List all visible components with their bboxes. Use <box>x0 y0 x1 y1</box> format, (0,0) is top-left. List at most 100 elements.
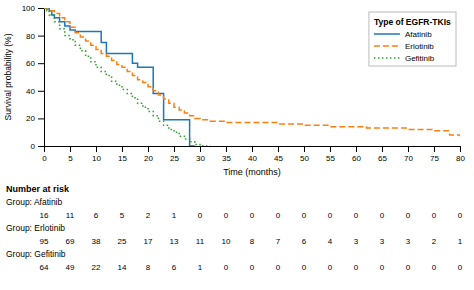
x-tick: 10 <box>92 146 101 163</box>
legend-label: Afatinib <box>405 30 432 39</box>
risk-number: 0 <box>224 211 229 220</box>
risk-number: 2 <box>432 237 437 246</box>
x-tick-label: 15 <box>118 154 127 163</box>
lines <box>44 8 460 146</box>
y-axis-line <box>38 9 45 147</box>
risk-number: 0 <box>380 263 385 272</box>
chart: 0510152025303540455055606570758002040608… <box>0 0 474 290</box>
y-tick-label: 0 <box>31 142 36 151</box>
y-tick-mark <box>38 36 44 37</box>
x-tick: 80 <box>456 146 465 163</box>
y-tick: 20 <box>26 114 44 123</box>
survival-line <box>44 8 210 146</box>
risk-number: 38 <box>92 237 101 246</box>
risk-number: 17 <box>144 237 153 246</box>
risk-number: 16 <box>40 211 49 220</box>
y-axis-title: Survival probability (%) <box>3 33 13 120</box>
y-tick: 100 <box>22 4 44 13</box>
x-tick-mark <box>226 146 227 152</box>
risk-number: 0 <box>302 263 307 272</box>
y-tick-mark <box>38 8 44 9</box>
risk-number: 3 <box>380 237 385 246</box>
risk-number: 8 <box>250 237 255 246</box>
risk-number: 1 <box>172 211 177 220</box>
risk-number: 0 <box>354 211 359 220</box>
risk-number: 0 <box>276 263 281 272</box>
x-tick: 35 <box>222 146 231 163</box>
x-tick: 25 <box>170 146 179 163</box>
risk-number: 3 <box>354 237 359 246</box>
risk-number: 22 <box>92 263 101 272</box>
x-tick-label: 75 <box>430 154 439 163</box>
x-tick-label: 35 <box>222 154 231 163</box>
x-tick-label: 60 <box>352 154 361 163</box>
x-tick-mark <box>304 146 305 152</box>
x-tick-mark <box>330 146 331 152</box>
risk-number: 0 <box>406 263 411 272</box>
risk-number: 0 <box>302 211 307 220</box>
risk-number: 95 <box>40 237 49 246</box>
x-tick-label: 65 <box>378 154 387 163</box>
risk-number: 69 <box>66 237 75 246</box>
risk-number: 4 <box>328 237 333 246</box>
risk-number: 6 <box>172 263 177 272</box>
x-tick: 50 <box>300 146 309 163</box>
risk-number: 0 <box>380 211 385 220</box>
legend-label: Gefitinib <box>405 54 435 63</box>
x-tick: 40 <box>248 146 257 163</box>
risk-number: 0 <box>432 263 437 272</box>
y-tick: 40 <box>26 87 44 96</box>
x-tick-mark <box>356 146 357 152</box>
x-tick-mark <box>382 146 383 152</box>
x-tick-mark <box>278 146 279 152</box>
x-axis-line <box>45 147 461 153</box>
legend: Type of EGFR-TKIs Afatinib Erlotinib Gefiti… <box>369 12 456 66</box>
y-tick-label: 20 <box>26 114 35 123</box>
x-tick-mark <box>122 146 123 152</box>
risk-number: 0 <box>328 211 333 220</box>
y-tick-mark <box>38 63 44 64</box>
risk-number: 0 <box>458 263 463 272</box>
y-tick-label: 60 <box>26 59 35 68</box>
legend-title: Type of EGFR-TKIs <box>374 17 451 27</box>
table-row-label: Group: Afatinib <box>6 197 63 207</box>
x-tick-mark <box>460 146 461 152</box>
x-tick-label: 30 <box>196 154 205 163</box>
x-tick: 60 <box>352 146 361 163</box>
x-tick-mark <box>70 146 71 152</box>
risk-number: 6 <box>302 237 307 246</box>
x-tick-mark <box>408 146 409 152</box>
risk-number: 0 <box>250 211 255 220</box>
risk-number: 1 <box>198 263 203 272</box>
x-tick-label: 25 <box>170 154 179 163</box>
risk-number: 25 <box>118 237 127 246</box>
risk-number: 0 <box>224 263 229 272</box>
x-tick: 75 <box>430 146 439 163</box>
x-tick-mark <box>96 146 97 152</box>
x-tick-label: 0 <box>42 154 47 163</box>
x-tick-label: 55 <box>326 154 335 163</box>
x-tick-mark <box>148 146 149 152</box>
x-tick: 70 <box>404 146 413 163</box>
legend-label: Erlotinib <box>405 42 434 51</box>
y-tick-mark <box>38 91 44 92</box>
x-tick: 0 <box>42 146 47 163</box>
risk-number: 10 <box>222 237 231 246</box>
y-tick-mark <box>38 146 44 147</box>
risk-number: 11 <box>196 237 205 246</box>
table-row-label: Group: Erlotinib <box>6 223 65 233</box>
x-tick: 20 <box>144 146 153 163</box>
risk-number: 0 <box>406 211 411 220</box>
risk-number: 0 <box>250 263 255 272</box>
legend-swatch <box>374 57 400 59</box>
risk-number: 3 <box>406 237 411 246</box>
x-tick-label: 10 <box>92 154 101 163</box>
risk-number: 5 <box>120 211 125 220</box>
y-tick-mark <box>38 118 44 119</box>
risk-number: 11 <box>66 211 75 220</box>
risk-number: 13 <box>170 237 179 246</box>
y-tick: 60 <box>26 59 44 68</box>
risk-number: 0 <box>354 263 359 272</box>
x-tick: 30 <box>196 146 205 163</box>
x-tick-mark <box>434 146 435 152</box>
